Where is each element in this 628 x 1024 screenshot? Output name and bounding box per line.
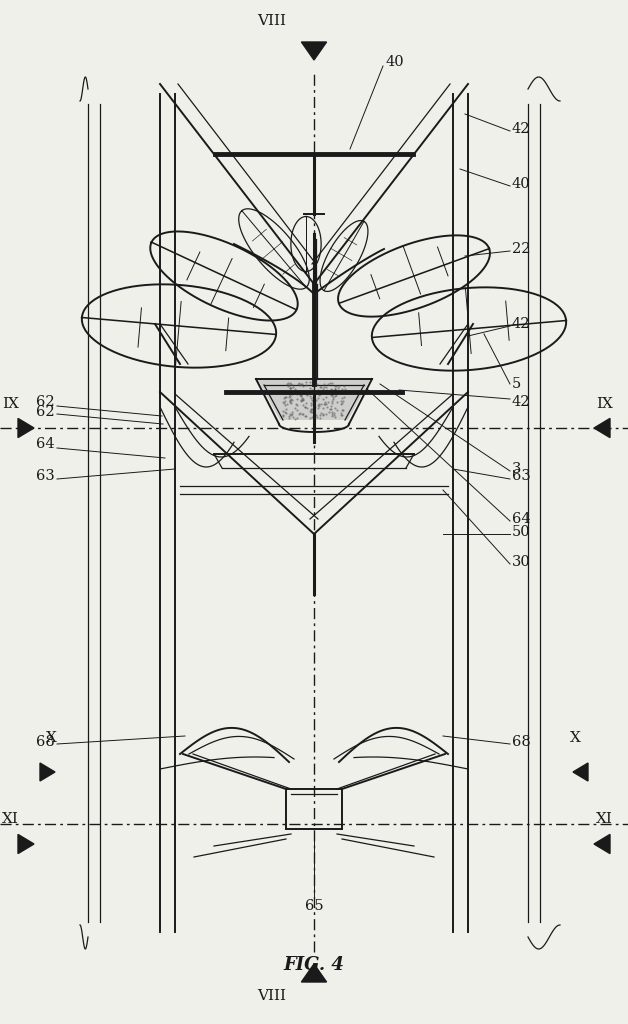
Text: 62: 62 — [36, 406, 55, 419]
Text: 30: 30 — [512, 555, 531, 569]
Text: 3: 3 — [512, 462, 521, 476]
Text: 62: 62 — [36, 395, 55, 409]
Text: 65: 65 — [305, 899, 323, 913]
Polygon shape — [301, 42, 327, 60]
Text: XI: XI — [596, 812, 613, 826]
Text: VIII: VIII — [257, 989, 286, 1002]
Text: 40: 40 — [512, 177, 531, 191]
Text: XI: XI — [2, 812, 19, 826]
Text: 50: 50 — [512, 525, 531, 539]
Text: 68: 68 — [512, 735, 531, 749]
Polygon shape — [18, 835, 34, 854]
Text: 64: 64 — [512, 512, 531, 526]
Polygon shape — [258, 380, 370, 420]
Polygon shape — [18, 419, 34, 437]
Polygon shape — [573, 763, 588, 781]
Text: 64: 64 — [36, 437, 55, 451]
Text: FIG. 4: FIG. 4 — [284, 956, 344, 974]
Text: 42: 42 — [512, 317, 531, 331]
Polygon shape — [301, 964, 327, 982]
Text: 22: 22 — [512, 242, 531, 256]
Text: 63: 63 — [512, 469, 531, 483]
Text: VIII: VIII — [257, 14, 286, 28]
Text: X: X — [570, 731, 581, 745]
Text: 68: 68 — [36, 735, 55, 749]
Text: 63: 63 — [36, 469, 55, 483]
Text: 42: 42 — [512, 395, 531, 409]
Polygon shape — [594, 835, 610, 854]
Text: X: X — [46, 731, 57, 745]
Text: 42: 42 — [512, 122, 531, 136]
Text: 5: 5 — [512, 377, 521, 391]
Text: 40: 40 — [385, 55, 404, 69]
Polygon shape — [594, 419, 610, 437]
Text: IX: IX — [2, 397, 19, 411]
Polygon shape — [40, 763, 55, 781]
Text: IX: IX — [596, 397, 613, 411]
